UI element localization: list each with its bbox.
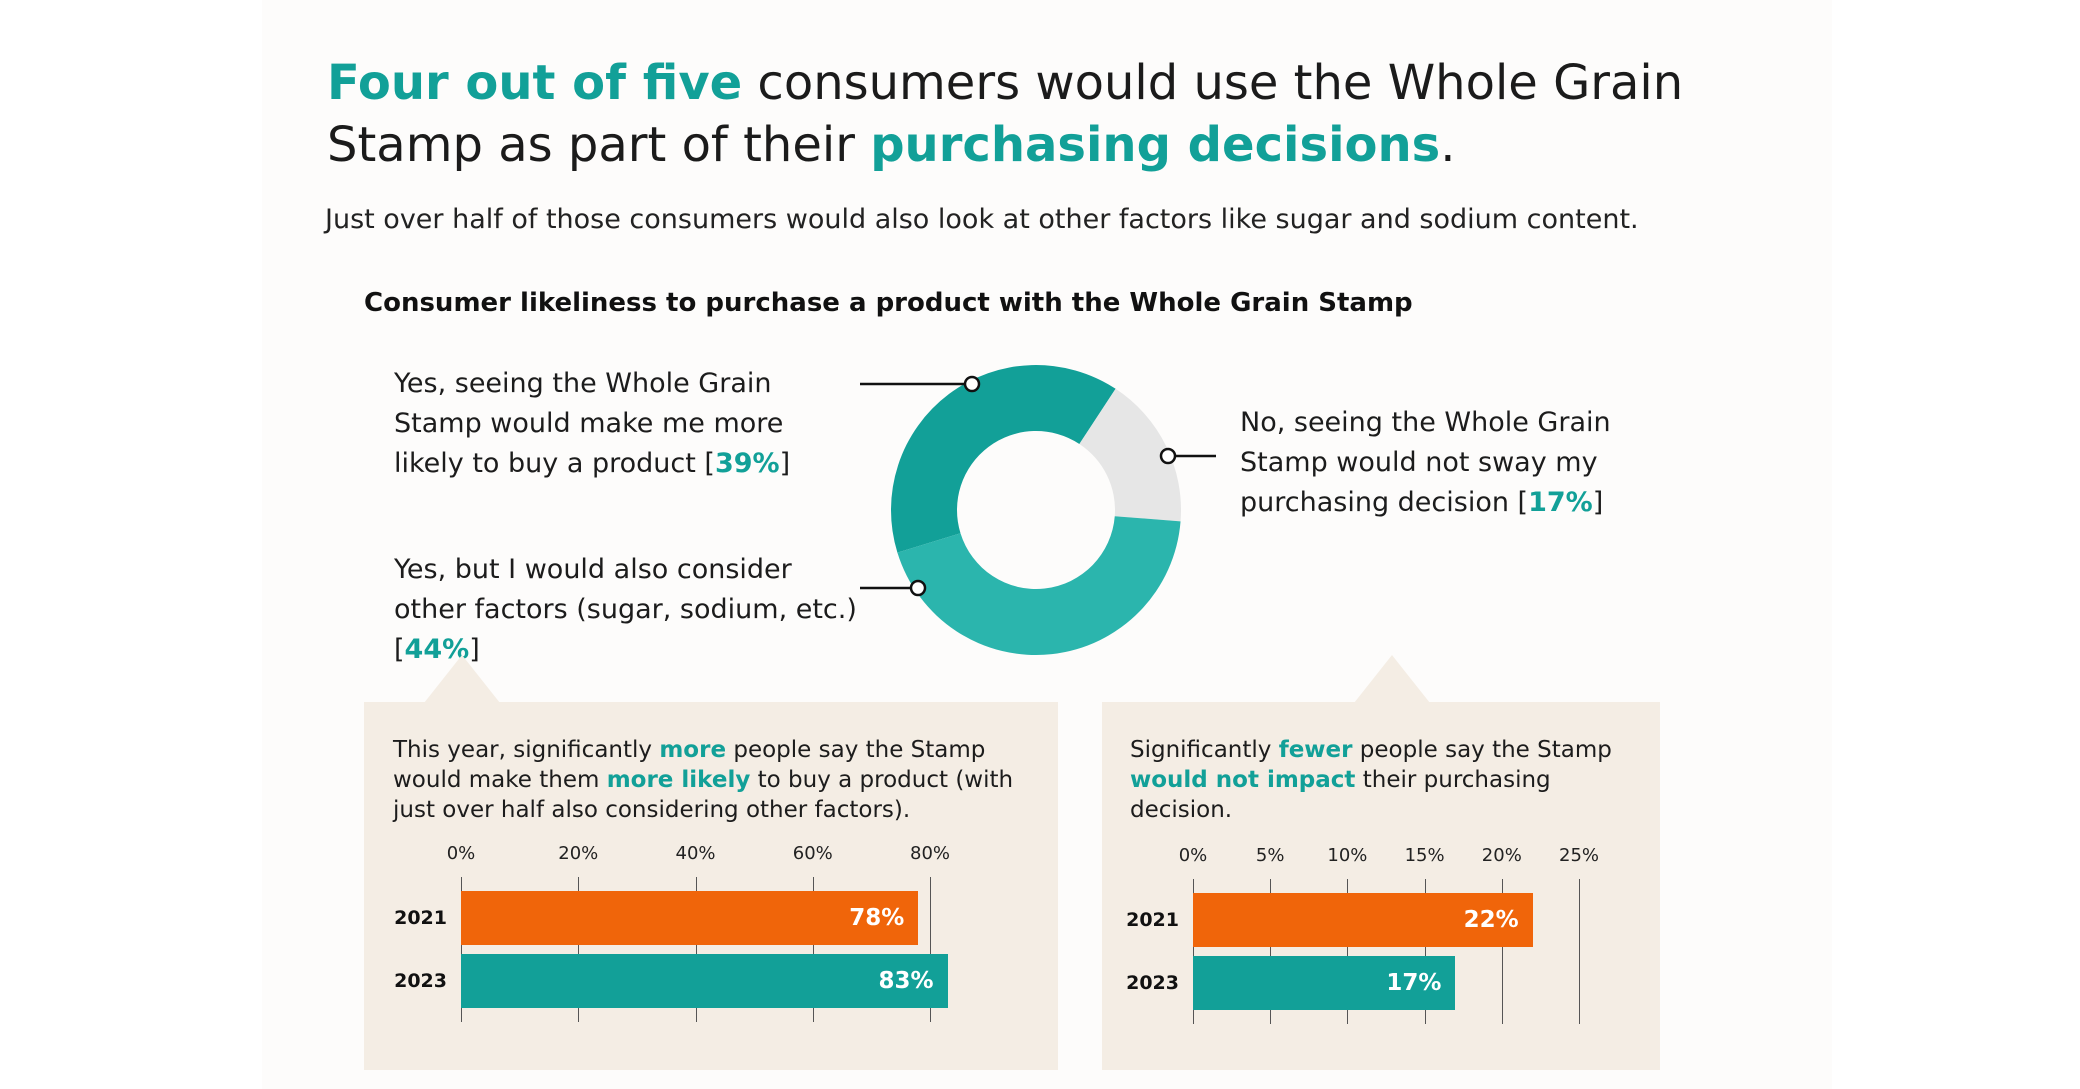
bar-left-gridline: [578, 877, 580, 1022]
leader-no-sway-dot: [1159, 447, 1177, 465]
bar-right-category-label: 2023: [1126, 972, 1179, 994]
panel-right-text: Significantly fewer people say the Stamp…: [1130, 735, 1630, 825]
headline-period: .: [1440, 117, 1456, 173]
bar-left-bar-2023: 83%: [461, 954, 948, 1008]
panel-right-pointer: [1354, 655, 1430, 703]
callout-yes-more-likely-text: Yes, seeing the Whole Grain Stamp would …: [394, 368, 784, 479]
bar-right-tick-label: 15%: [1404, 845, 1445, 866]
bar-right-tick-label: 20%: [1481, 845, 1522, 866]
bar-left-tick-label: 20%: [558, 843, 599, 864]
leader-yes-other-factors-dot: [909, 579, 927, 597]
donut-slice-yes-other-factors: [897, 516, 1181, 655]
bar-right-gridline: [1501, 879, 1503, 1024]
headline-highlight-1: Four out of five: [327, 55, 743, 111]
bar-right-bar-2021: 22%: [1193, 893, 1533, 947]
callout-yes-other-factors-text: Yes, but I would also consider other fac…: [394, 554, 857, 625]
bar-right-tick-label: 10%: [1327, 845, 1368, 866]
bar-left-tick-label: 40%: [675, 843, 716, 864]
bar-left-value-label: 83%: [878, 968, 934, 994]
donut-chart-title: Consumer likeliness to purchase a produc…: [364, 288, 1413, 318]
bar-right-gridline: [1270, 879, 1272, 1024]
bar-right-category-label: 2021: [1126, 909, 1179, 931]
bar-right-gridline: [1347, 879, 1349, 1024]
subtitle: Just over half of those consumers would …: [325, 204, 1639, 235]
panel-left-pointer: [424, 655, 500, 703]
panel-right-t1: Significantly: [1130, 737, 1279, 763]
callout-yes-more-likely: Yes, seeing the Whole Grain Stamp would …: [394, 368, 791, 479]
headline-text: consumers would use the Whole Grain Stam…: [327, 55, 1684, 173]
headline-highlight-2: purchasing decisions: [870, 117, 1441, 173]
panel-left-text: This year, significantly more people say…: [393, 735, 1043, 825]
panel-left-t2: more: [659, 737, 727, 763]
panel-right-t3: people say the Stamp: [1352, 737, 1612, 763]
bar-left-tick-label: 0%: [446, 843, 476, 864]
panel-right-t4: would not impact: [1130, 767, 1356, 793]
bar-right-gridline: [1193, 879, 1194, 1024]
panel-left-t3: people say the Stamp would make them: [393, 737, 986, 793]
callout-yes-more-likely-pct: 39%: [714, 448, 780, 479]
bar-right-tick-label: 25%: [1558, 845, 1600, 866]
bar-left-gridline: [930, 877, 931, 1022]
panel-left-t5: to buy a product (with just over half al…: [393, 767, 1014, 823]
callout-no-sway-text: No, seeing the Whole Grain Stamp would n…: [1240, 407, 1611, 518]
bar-left-category-label: 2021: [394, 907, 447, 929]
bar-left-gridline: [812, 877, 814, 1022]
panel-left-t1: This year, significantly: [393, 737, 660, 763]
bar-right-bar-2023: 17%: [1193, 956, 1456, 1010]
bar-right-gridline: [1424, 879, 1426, 1024]
panel-right-t5: their purchasing decision.: [1130, 767, 1551, 823]
panel-right-t2: fewer: [1278, 737, 1353, 763]
donut-slice-yes-more-likely: [891, 365, 1116, 553]
callout-yes-other-factors: Yes, but I would also consider other fac…: [394, 554, 857, 665]
bar-right-tick-label: 0%: [1178, 845, 1208, 866]
callout-no-sway: No, seeing the Whole Grain Stamp would n…: [1240, 407, 1611, 518]
bar-left-tick-label: 80%: [909, 843, 951, 864]
bar-left-category-label: 2023: [394, 970, 447, 992]
bar-right-tick-label: 5%: [1255, 845, 1285, 866]
headline: Four out of five consumers would use the…: [327, 52, 1827, 176]
donut-slice-no-sway: [1079, 388, 1181, 522]
bar-left-gridline: [461, 877, 462, 1022]
panel-left-t4: more likely: [606, 767, 751, 793]
bar-right-value-label: 22%: [1463, 907, 1519, 933]
leader-yes-more-likely-dot: [963, 375, 981, 393]
bar-left-tick-label: 60%: [792, 843, 833, 864]
bar-right-value-label: 17%: [1386, 970, 1442, 996]
bar-left-value-label: 78%: [849, 905, 905, 931]
bar-left-gridline: [695, 877, 697, 1022]
bar-right-gridline: [1579, 879, 1580, 1024]
callout-no-sway-pct: 17%: [1528, 487, 1593, 518]
panel-left: [364, 702, 1058, 1070]
bar-left-bar-2021: 78%: [461, 891, 919, 945]
